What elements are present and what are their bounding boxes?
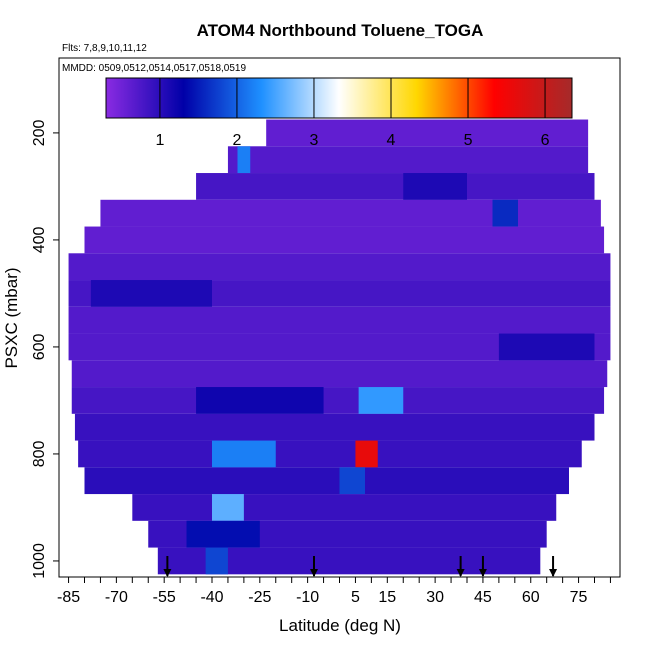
colorbar-tick-label: 2: [232, 132, 241, 149]
heatmap-cell: [492, 199, 518, 227]
heatmap-cell: [196, 387, 324, 414]
x-tick-label: 75: [570, 589, 588, 606]
heatmap-cell: [237, 146, 251, 174]
plot-area: [68, 119, 611, 575]
x-tick-label: 5: [351, 589, 360, 606]
x-tick-label: -55: [153, 589, 176, 606]
heatmap-cell: [74, 413, 595, 441]
heatmap-cell: [84, 467, 569, 495]
flights-label: Flts: 7,8,9,10,11,12: [62, 43, 147, 54]
x-axis-label: Latitude (deg N): [279, 616, 401, 635]
x-tick-label: 15: [378, 589, 396, 606]
x-tick-label: -40: [200, 589, 223, 606]
x-tick-label: 30: [426, 589, 444, 606]
heatmap-cell: [212, 440, 276, 468]
arrow-marker: [310, 556, 318, 577]
arrow-marker: [456, 556, 465, 577]
colorbar-tick-label: 6: [541, 132, 550, 149]
arrow-marker: [549, 556, 558, 577]
y-tick-label: 800: [31, 440, 48, 467]
x-tick-label: -10: [296, 589, 319, 606]
dates-label: MMDD: 0509,0512,0514,0517,0518,0519: [62, 63, 246, 74]
y-axis-label: PSXC (mbar): [2, 267, 21, 368]
heatmap-cell: [403, 173, 467, 200]
chart-title: ATOM4 Northbound Toluene_TOGA: [197, 21, 484, 40]
heatmap-cell: [227, 146, 589, 174]
colorbar-gradient: [105, 77, 573, 119]
arrow-marker: [163, 556, 172, 577]
colorbar-tick-label: 1: [155, 132, 164, 149]
heatmap-cell: [84, 226, 605, 254]
x-tick-label: -70: [105, 589, 128, 606]
y-tick-label: 1000: [31, 543, 48, 579]
x-tick-label: 45: [474, 589, 492, 606]
heatmap-cell: [339, 467, 365, 495]
heatmap-cell: [196, 173, 595, 200]
x-axis: -85 -70 -55 -40 -25 -10 5 15 30 45 60 75: [57, 577, 611, 606]
colorbar: 1 2 3 4 5 6: [105, 77, 573, 149]
x-tick-label: -85: [57, 589, 80, 606]
heatmap-cell: [68, 253, 611, 281]
y-tick-label: 200: [31, 119, 48, 146]
heatmap-cell: [78, 440, 582, 468]
colorbar-tick-label: 4: [387, 132, 396, 149]
heatmap-cell: [132, 494, 557, 521]
y-axis: 200 400 600 800 1000: [31, 119, 59, 579]
x-tick-label: 60: [522, 589, 540, 606]
x-tick-label: -25: [248, 589, 271, 606]
colorbar-tick-label: 5: [464, 132, 473, 149]
heatmap-cell: [71, 360, 608, 388]
heatmap-cell: [205, 547, 228, 575]
arrow-marker: [478, 556, 487, 577]
y-tick-label: 600: [31, 333, 48, 360]
colorbar-tick-label: 3: [310, 132, 319, 149]
heatmap-cell: [100, 199, 601, 227]
heatmap-cell: [68, 306, 611, 334]
heatmap-cell: [355, 440, 378, 468]
heatmap-cell: [212, 494, 244, 521]
heatmap-cell: [186, 520, 260, 548]
arrow-markers: [163, 556, 558, 577]
heatmap-cell: [266, 119, 589, 147]
heatmap-cell: [358, 387, 404, 414]
y-tick-label: 400: [31, 226, 48, 253]
heatmap-cell: [90, 280, 212, 307]
heatmap-cell: [71, 387, 605, 414]
heatmap-cell: [498, 333, 595, 361]
